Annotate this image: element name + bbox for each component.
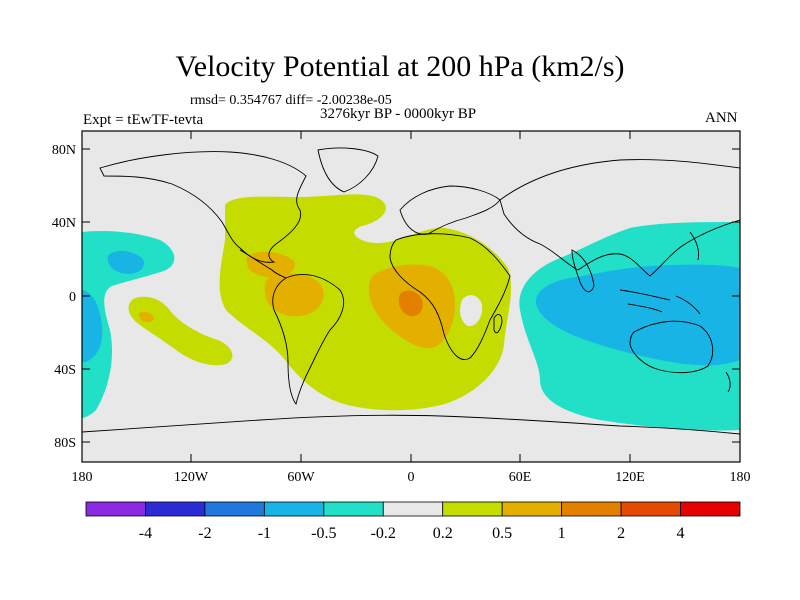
colorbar-box xyxy=(680,501,741,517)
experiment-label: Expt = tEwTF-tevta xyxy=(83,112,204,128)
colorbar-label: -0.5 xyxy=(311,525,336,542)
lat-label: 80S xyxy=(54,436,76,451)
colorbar-box xyxy=(323,501,384,517)
positive-region-0.2 xyxy=(219,194,512,411)
colorbar-box xyxy=(561,501,622,517)
map-title: Velocity Potential at 200 hPa (km2/s) xyxy=(175,50,625,83)
lat-label: 40S xyxy=(54,363,76,378)
lat-label: 40N xyxy=(52,216,76,231)
colorbar-label: 0.2 xyxy=(433,525,453,542)
colorbar: -4 -2 -1 -0.5 -0.2 0.2 0.5 1 2 4 xyxy=(85,501,741,542)
colorbar-label: 0.5 xyxy=(492,525,512,542)
colorbar-box xyxy=(620,501,681,517)
season-label: ANN xyxy=(705,110,738,126)
stats-line: rmsd= 0.354767 diff= -2.00238e-05 xyxy=(190,93,392,108)
positive-region-0.5-caribbean xyxy=(246,251,296,278)
colorbar-box xyxy=(501,501,563,517)
colorbar-box xyxy=(442,501,503,517)
colorbar-label: 4 xyxy=(677,525,685,542)
lon-label: 60W xyxy=(287,470,315,485)
lat-label: 0 xyxy=(69,290,76,305)
colorbar-box xyxy=(145,501,206,517)
colorbar-label: -0.2 xyxy=(371,525,396,542)
negative-region-0.5 xyxy=(535,264,740,366)
colorbar-box xyxy=(85,501,146,517)
colorbar-label: -1 xyxy=(258,525,271,542)
colorbar-label: -2 xyxy=(198,525,211,542)
lon-label: 0 xyxy=(408,470,415,485)
colorbar-label: -4 xyxy=(139,525,152,542)
colorbar-label: 1 xyxy=(558,525,566,542)
lat-label: 80N xyxy=(52,143,76,158)
longitude-labels: 180 120W 60W 0 60E 120E 180 xyxy=(72,470,751,485)
negative-region-west-0.5 xyxy=(82,290,103,362)
colorbar-box xyxy=(204,501,265,517)
axis-ticks xyxy=(81,131,741,462)
negative-blob-north-pacific xyxy=(107,250,145,274)
colorbar-label: 2 xyxy=(617,525,625,542)
lon-label: 180 xyxy=(730,470,751,485)
lon-label: 120E xyxy=(615,470,645,485)
lon-label: 120W xyxy=(174,470,209,485)
positive-region-pacific xyxy=(128,296,233,366)
colorbar-box xyxy=(382,501,444,517)
contour-fields xyxy=(82,147,740,435)
negative-region-west-0.2 xyxy=(82,230,175,418)
lon-label: 60E xyxy=(509,470,532,485)
neutral-pocket xyxy=(460,295,483,327)
latitude-labels: 80N 40N 0 40S 80S xyxy=(52,143,76,451)
lon-label: 180 xyxy=(72,470,93,485)
positive-region-pacific-0.5 xyxy=(138,311,154,323)
period-label: 3276kyr BP - 0000kyr BP xyxy=(320,106,477,122)
positive-region-1 xyxy=(398,290,423,317)
colorbar-box xyxy=(263,501,325,517)
coastlines xyxy=(82,147,740,435)
